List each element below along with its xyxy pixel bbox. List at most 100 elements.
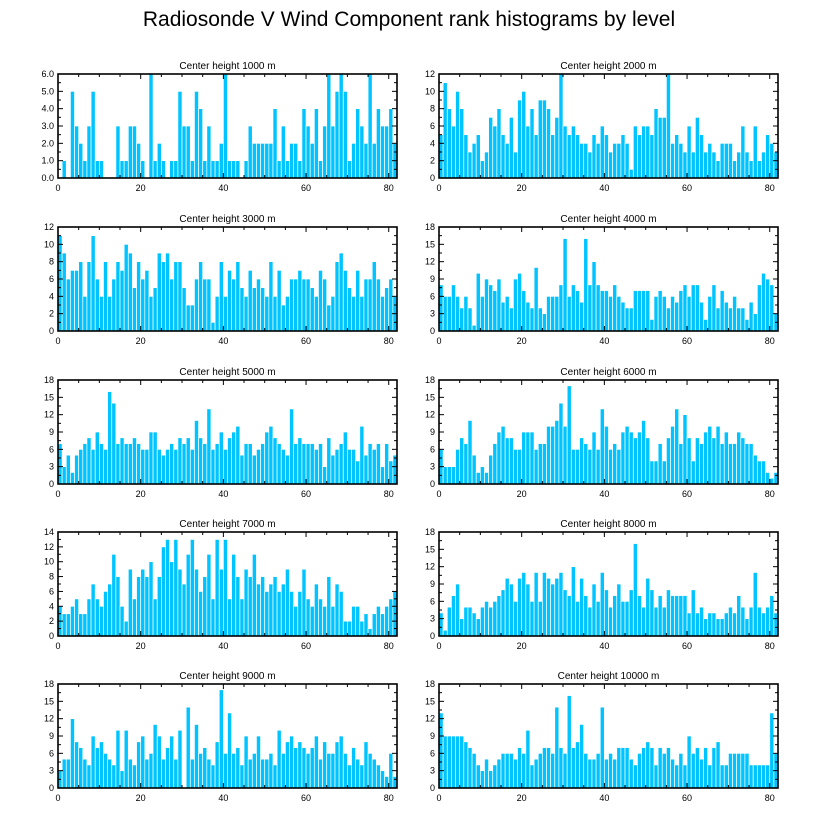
bar bbox=[363, 278, 369, 332]
bar bbox=[604, 589, 609, 637]
bar bbox=[641, 290, 647, 332]
bar bbox=[148, 73, 154, 179]
bar bbox=[686, 295, 692, 332]
bar bbox=[570, 566, 576, 637]
bar bbox=[442, 735, 448, 789]
bar bbox=[136, 443, 142, 485]
axes: 0 20 40 60 80 0 3 6 9 12 15 18 bbox=[425, 375, 778, 499]
y-tick-label: 0.0 bbox=[41, 173, 54, 183]
bar bbox=[115, 443, 121, 485]
bar bbox=[318, 598, 323, 637]
bar bbox=[359, 425, 365, 485]
bar bbox=[210, 764, 216, 789]
bar bbox=[202, 576, 208, 637]
bar bbox=[599, 125, 605, 179]
bar bbox=[136, 142, 142, 179]
y-tick-label: 3 bbox=[49, 462, 54, 472]
bar bbox=[558, 572, 564, 637]
bar bbox=[276, 160, 282, 179]
x-tick-label: 60 bbox=[301, 183, 311, 193]
bar bbox=[152, 287, 158, 332]
bar bbox=[264, 295, 270, 332]
bar bbox=[467, 151, 473, 179]
bar bbox=[699, 758, 704, 789]
bar bbox=[455, 90, 461, 179]
bar bbox=[313, 108, 319, 179]
bar bbox=[338, 252, 344, 332]
bar bbox=[533, 267, 539, 332]
bar bbox=[94, 431, 100, 485]
bar bbox=[624, 307, 630, 332]
bar bbox=[496, 108, 502, 179]
bar bbox=[748, 160, 754, 179]
panel-title: Center height 6000 m bbox=[560, 367, 656, 378]
bar bbox=[127, 758, 133, 789]
bar bbox=[86, 437, 92, 485]
bar bbox=[189, 539, 195, 637]
bar bbox=[371, 448, 377, 485]
bar bbox=[632, 125, 638, 179]
bar bbox=[218, 568, 224, 637]
bar bbox=[297, 741, 303, 789]
bar bbox=[181, 125, 187, 179]
bar bbox=[732, 612, 738, 637]
bar bbox=[756, 160, 762, 179]
bar bbox=[446, 735, 452, 789]
bar bbox=[459, 735, 465, 789]
bar bbox=[587, 284, 593, 332]
bar bbox=[272, 764, 278, 789]
bar bbox=[202, 160, 208, 179]
bar bbox=[338, 73, 344, 179]
bar bbox=[542, 99, 547, 179]
bar bbox=[711, 747, 717, 789]
bar bbox=[107, 583, 113, 637]
bar bbox=[719, 618, 725, 637]
bar bbox=[657, 290, 663, 332]
bar bbox=[347, 448, 352, 485]
bar bbox=[268, 142, 274, 179]
bar bbox=[161, 261, 166, 332]
bar bbox=[649, 134, 655, 179]
bar bbox=[694, 437, 700, 485]
bar bbox=[604, 290, 609, 332]
bar bbox=[632, 543, 638, 637]
bar bbox=[475, 618, 481, 637]
bar bbox=[550, 583, 556, 637]
bar bbox=[682, 414, 688, 485]
bar bbox=[653, 295, 659, 332]
bar bbox=[616, 583, 622, 637]
bar bbox=[194, 420, 199, 485]
bar bbox=[276, 729, 282, 789]
bar bbox=[347, 287, 352, 332]
bar bbox=[235, 160, 241, 179]
bar bbox=[309, 443, 315, 485]
bar bbox=[711, 437, 717, 485]
bar bbox=[289, 591, 294, 637]
bar bbox=[723, 612, 729, 637]
bar bbox=[231, 278, 237, 332]
bar bbox=[194, 724, 199, 789]
bar bbox=[94, 598, 100, 637]
bar bbox=[769, 477, 775, 485]
bar bbox=[90, 583, 96, 637]
y-tick-label: 0 bbox=[430, 173, 435, 183]
bar bbox=[169, 160, 175, 179]
bar bbox=[384, 443, 390, 485]
bar bbox=[752, 454, 758, 485]
bar bbox=[690, 752, 696, 789]
bar bbox=[678, 142, 684, 179]
x-tick-label: 0 bbox=[55, 641, 60, 651]
x-tick-label: 80 bbox=[384, 641, 394, 651]
bar bbox=[322, 278, 328, 332]
bar bbox=[504, 752, 510, 789]
bar bbox=[508, 583, 514, 637]
bar bbox=[65, 278, 71, 332]
bar bbox=[123, 729, 129, 789]
bar bbox=[525, 729, 531, 789]
bar bbox=[740, 437, 746, 485]
bar bbox=[371, 758, 377, 789]
bar bbox=[657, 747, 663, 789]
bar bbox=[61, 252, 67, 332]
bar bbox=[293, 443, 299, 485]
bar bbox=[488, 454, 494, 485]
